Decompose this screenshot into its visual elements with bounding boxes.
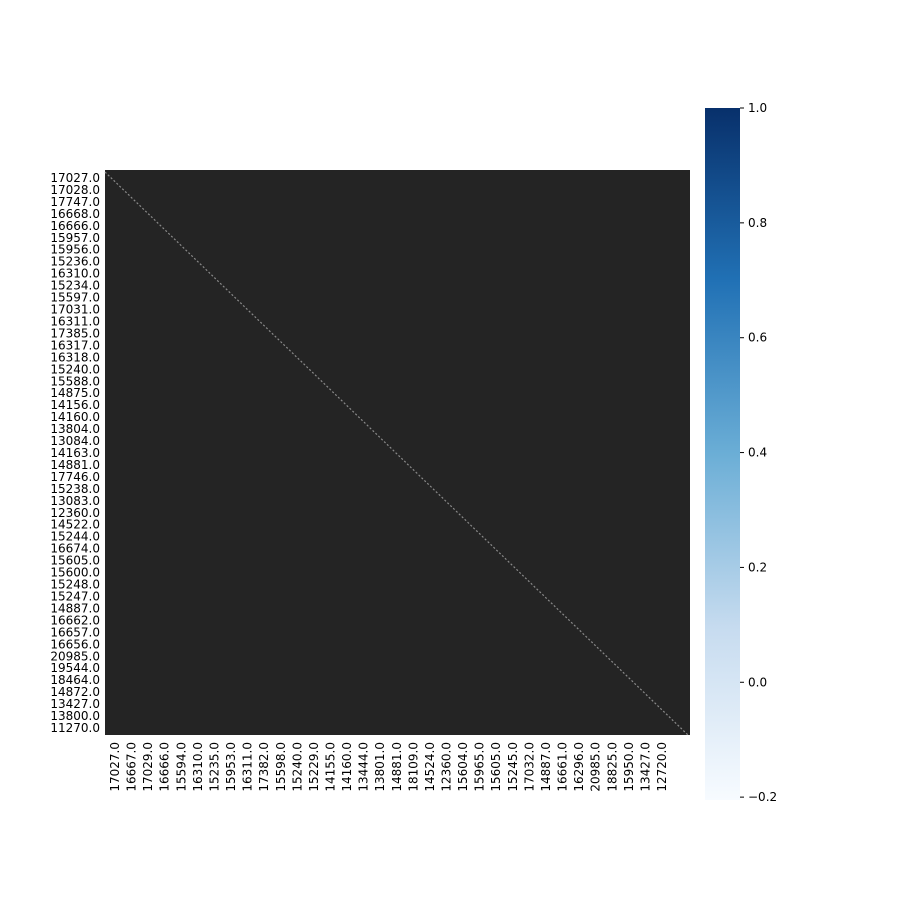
x-tick-label: 15605.0 <box>489 742 503 792</box>
y-tick-label: 15957.0 <box>50 231 100 245</box>
y-tick-label: 16666.0 <box>50 219 100 233</box>
y-tick-label: 17027.0 <box>50 171 100 185</box>
y-tick-label: 14881.0 <box>50 458 100 472</box>
colorbar-tick-label: −0.2 <box>748 790 777 804</box>
y-tick-label: 13084.0 <box>50 434 100 448</box>
y-tick-label: 17746.0 <box>50 470 100 484</box>
y-tick-label: 15248.0 <box>50 578 100 592</box>
y-tick-label: 16668.0 <box>50 207 100 221</box>
y-tick-label: 15236.0 <box>50 255 100 269</box>
y-tick-label: 14887.0 <box>50 601 100 615</box>
y-tick-label: 15234.0 <box>50 279 100 293</box>
y-tick-label: 14160.0 <box>50 410 100 424</box>
colorbar-tick-label: 0.6 <box>748 331 767 345</box>
y-tick-label: 16311.0 <box>50 314 100 328</box>
x-tick-label: 14887.0 <box>539 742 553 792</box>
y-tick-label: 13800.0 <box>50 709 100 723</box>
y-tick-label: 14875.0 <box>50 386 100 400</box>
x-tick-label: 15598.0 <box>274 742 288 792</box>
x-tick-label: 15594.0 <box>174 742 188 792</box>
x-tick-label: 13444.0 <box>357 742 371 792</box>
x-tick-label: 12720.0 <box>655 742 669 792</box>
x-tick-label: 17382.0 <box>257 742 271 792</box>
heatmap-area <box>105 170 690 735</box>
x-tick-label: 14155.0 <box>323 742 337 792</box>
y-tick-label: 14163.0 <box>50 446 100 460</box>
x-tick-label: 17029.0 <box>141 742 155 792</box>
x-tick-label: 15604.0 <box>456 742 470 792</box>
y-tick-label: 14156.0 <box>50 398 100 412</box>
x-tick-label: 16310.0 <box>191 742 205 792</box>
y-tick-label: 15956.0 <box>50 243 100 257</box>
y-tick-label: 14522.0 <box>50 518 100 532</box>
colorbar-tick-label: 0.0 <box>748 675 767 689</box>
x-tick-label: 16667.0 <box>125 742 139 792</box>
colorbar <box>705 108 740 800</box>
y-tick-label: 15600.0 <box>50 566 100 580</box>
y-tick-label: 12360.0 <box>50 506 100 520</box>
colorbar-tick-label: 1.0 <box>748 101 767 115</box>
x-tick-label: 14881.0 <box>390 742 404 792</box>
x-tick-label: 17032.0 <box>522 742 536 792</box>
x-tick-label: 13801.0 <box>373 742 387 792</box>
x-tick-label: 15229.0 <box>307 742 321 792</box>
y-tick-label: 13083.0 <box>50 494 100 508</box>
y-tick-label: 13427.0 <box>50 697 100 711</box>
y-tick-label: 17031.0 <box>50 303 100 317</box>
y-tick-label: 15240.0 <box>50 362 100 376</box>
y-tick-label: 11270.0 <box>50 721 100 735</box>
y-tick-label: 18464.0 <box>50 673 100 687</box>
y-tick-label: 16656.0 <box>50 637 100 651</box>
y-tick-label: 16674.0 <box>50 542 100 556</box>
x-tick-label: 13427.0 <box>638 742 652 792</box>
diagonal <box>104 171 689 736</box>
x-tick-label: 15240.0 <box>290 742 304 792</box>
x-tick-label: 20985.0 <box>589 742 603 792</box>
x-tick-label: 15953.0 <box>224 742 238 792</box>
x-tick-label: 15950.0 <box>622 742 636 792</box>
y-tick-label: 15588.0 <box>50 374 100 388</box>
colorbar-tick-label: 0.2 <box>748 560 767 574</box>
x-tick-label: 16666.0 <box>158 742 172 792</box>
y-tick-label: 15605.0 <box>50 554 100 568</box>
y-tick-label: 16317.0 <box>50 338 100 352</box>
x-tick-label: 16311.0 <box>241 742 255 792</box>
y-tick-label: 16662.0 <box>50 613 100 627</box>
colorbar-tick-label: 0.8 <box>748 216 767 230</box>
y-tick-label: 17028.0 <box>50 183 100 197</box>
x-tick-label: 14524.0 <box>423 742 437 792</box>
y-tick-label: 17747.0 <box>50 195 100 209</box>
x-tick-label: 18109.0 <box>406 742 420 792</box>
x-tick-label: 17027.0 <box>108 742 122 792</box>
x-tick-label: 16661.0 <box>556 742 570 792</box>
x-tick-label: 16296.0 <box>572 742 586 792</box>
x-tick-label: 15965.0 <box>473 742 487 792</box>
y-tick-label: 17385.0 <box>50 326 100 340</box>
y-tick-label: 15244.0 <box>50 530 100 544</box>
y-tick-label: 15597.0 <box>50 291 100 305</box>
x-tick-label: 18825.0 <box>605 742 619 792</box>
y-tick-label: 15247.0 <box>50 589 100 603</box>
y-tick-label: 16318.0 <box>50 350 100 364</box>
y-tick-label: 13804.0 <box>50 422 100 436</box>
y-tick-label: 15238.0 <box>50 482 100 496</box>
y-tick-label: 16657.0 <box>50 625 100 639</box>
y-tick-label: 19544.0 <box>50 661 100 675</box>
x-tick-label: 15235.0 <box>207 742 221 792</box>
colorbar-tick-label: 0.4 <box>748 446 767 460</box>
y-tick-label: 20985.0 <box>50 649 100 663</box>
x-tick-label: 14160.0 <box>340 742 354 792</box>
x-tick-label: 15245.0 <box>506 742 520 792</box>
y-tick-label: 16310.0 <box>50 267 100 281</box>
x-tick-label: 12360.0 <box>440 742 454 792</box>
y-tick-label: 14872.0 <box>50 685 100 699</box>
